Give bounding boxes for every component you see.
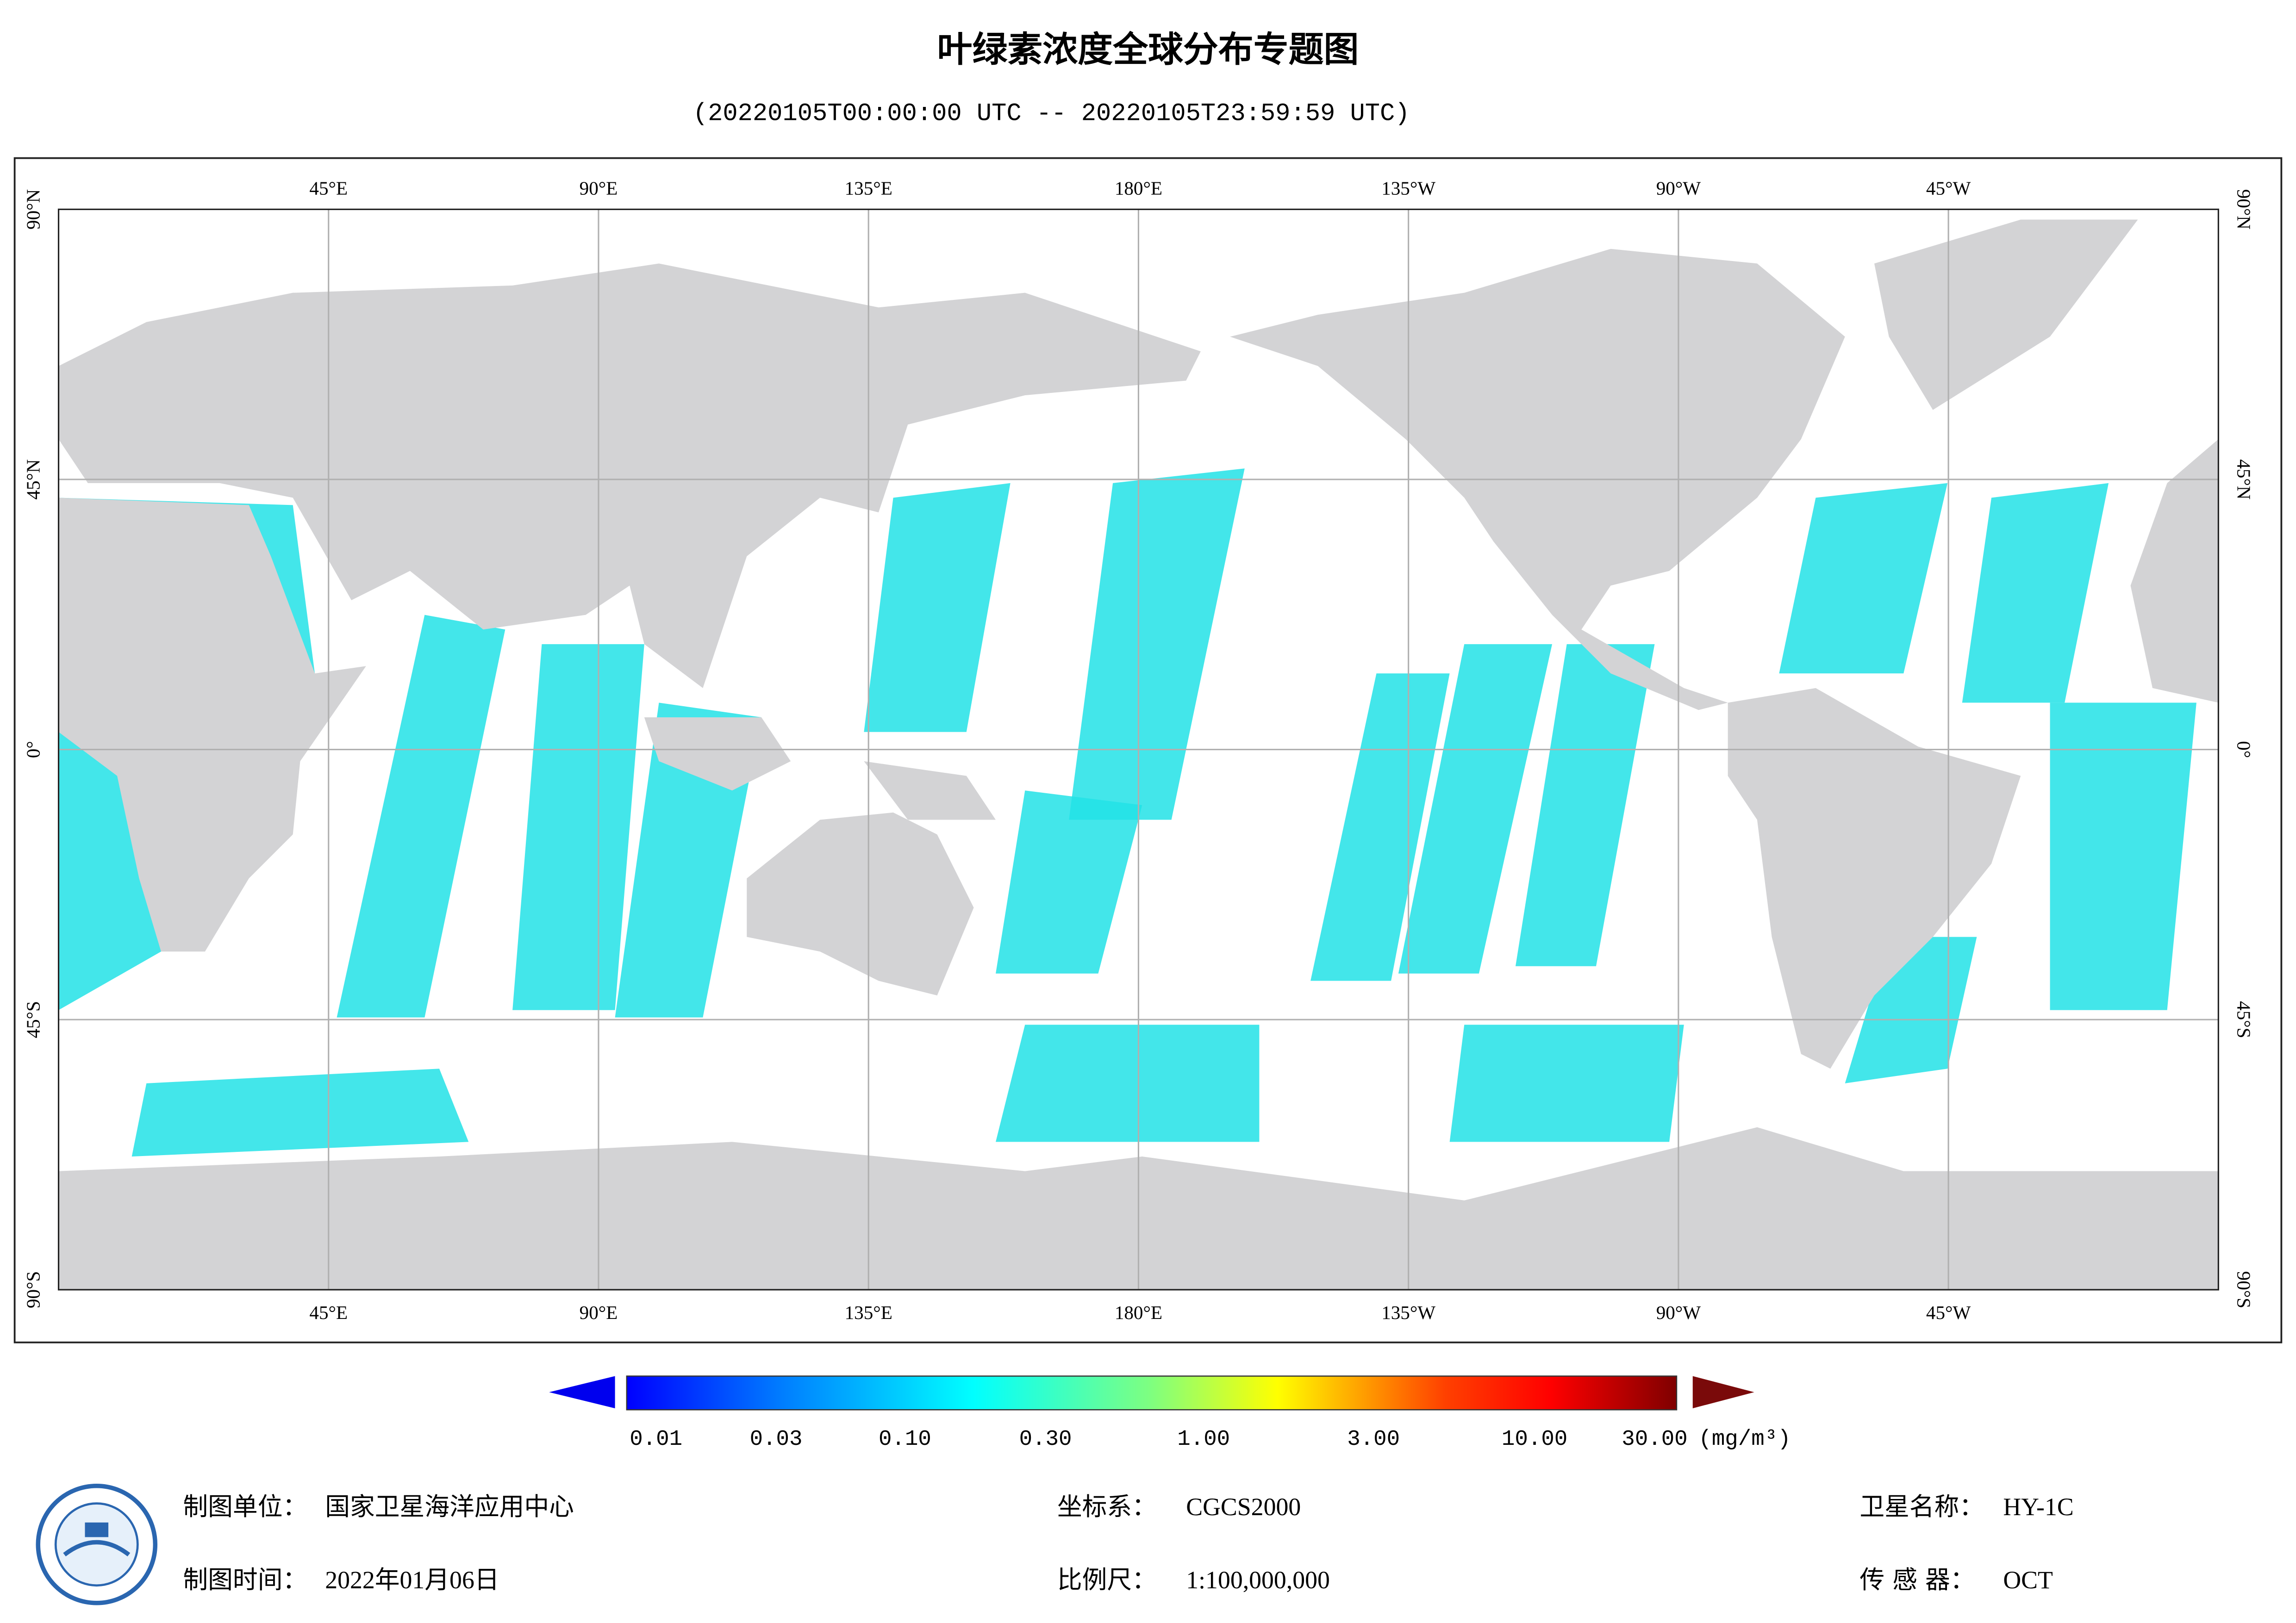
date: 2022年01月06日	[325, 1566, 499, 1594]
top-lon-label: 135°W	[1381, 178, 1435, 199]
colorbar-tick-label: 0.03	[750, 1427, 803, 1452]
right-lat-label: 90°N	[2233, 189, 2254, 230]
bottom-lon-label: 180°E	[1115, 1302, 1162, 1323]
colorbar-tick-label: 0.30	[1019, 1427, 1072, 1452]
scale: 1:100,000,000	[1186, 1566, 1330, 1594]
logo	[36, 1483, 158, 1605]
bottom-lon-label: 135°W	[1381, 1302, 1435, 1323]
top-lon-label: 180°E	[1115, 178, 1162, 199]
crs-label: 坐标系：	[1057, 1492, 1157, 1521]
top-lon-label: 45°W	[1926, 178, 1971, 199]
colorbar-ticks: 0.01 0.03 0.10 0.30 1.00 3.00 10.00 30.00	[630, 1427, 1687, 1452]
bottom-lon-label: 90°W	[1656, 1302, 1701, 1323]
sensor-label: 传 感 器：	[1859, 1565, 1975, 1594]
top-lon-label: 90°E	[580, 178, 618, 199]
colorbar-over	[1692, 1376, 1754, 1409]
colorbar-tick-label: 1.00	[1177, 1427, 1230, 1452]
colorbar	[626, 1375, 1678, 1411]
left-lat-label: 45°S	[22, 1001, 44, 1038]
bottom-lon-label: 135°E	[845, 1302, 892, 1323]
left-lat-label: 90°S	[22, 1271, 44, 1308]
map-frame	[13, 157, 2283, 1343]
left-lat-label: 0°	[22, 741, 44, 758]
colorbar-tick-label: 3.00	[1347, 1427, 1400, 1452]
map-labels: 45°E 90°E 135°E 180°E 135°W 90°W 45°W 45°E 90°E 1…	[22, 178, 2254, 1323]
colorbar-tick-label: 30.00	[1622, 1427, 1687, 1452]
map-body	[58, 209, 2219, 1290]
colorbar-tick-label: 0.01	[630, 1427, 682, 1452]
bottom-lon-label: 90°E	[580, 1302, 618, 1323]
colorbar-unit: (mg/m³)	[1698, 1427, 1791, 1452]
top-lon-label: 135°E	[845, 178, 892, 199]
crs: CGCS2000	[1186, 1493, 1301, 1521]
title: 叶绿素浓度全球分布专题图	[937, 29, 1359, 70]
right-lat-label: 90°S	[2233, 1271, 2254, 1308]
right-lat-label: 45°N	[2233, 459, 2254, 499]
bottom-lon-label: 45°E	[309, 1302, 348, 1323]
bottom-lon-label: 45°W	[1926, 1302, 1971, 1323]
satellite-label: 卫星名称：	[1859, 1492, 1984, 1521]
scale-label: 比例尺：	[1057, 1565, 1157, 1594]
colorbar-under	[549, 1376, 615, 1409]
maker-label: 制图单位：	[183, 1492, 307, 1521]
sensor: OCT	[2003, 1566, 2053, 1594]
map-border	[57, 208, 2219, 1291]
satellite: HY-1C	[2003, 1493, 2073, 1521]
colorbar-tick-label: 0.10	[879, 1427, 931, 1452]
right-lat-label: 0°	[2233, 741, 2254, 758]
date-label: 制图时间：	[183, 1565, 307, 1594]
top-lon-label: 45°E	[309, 178, 348, 199]
left-lat-label: 90°N	[22, 189, 44, 230]
colorbar-tick-label: 10.00	[1502, 1427, 1567, 1452]
top-lon-label: 90°W	[1656, 178, 1701, 199]
graticule	[58, 209, 2219, 1290]
left-lat-label: 45°N	[22, 459, 44, 499]
maker: 国家卫星海洋应用中心	[325, 1492, 574, 1521]
subtitle: (20220105T00:00:00 UTC -- 20220105T23:59…	[693, 99, 1410, 128]
right-lat-label: 45°S	[2233, 1001, 2254, 1038]
